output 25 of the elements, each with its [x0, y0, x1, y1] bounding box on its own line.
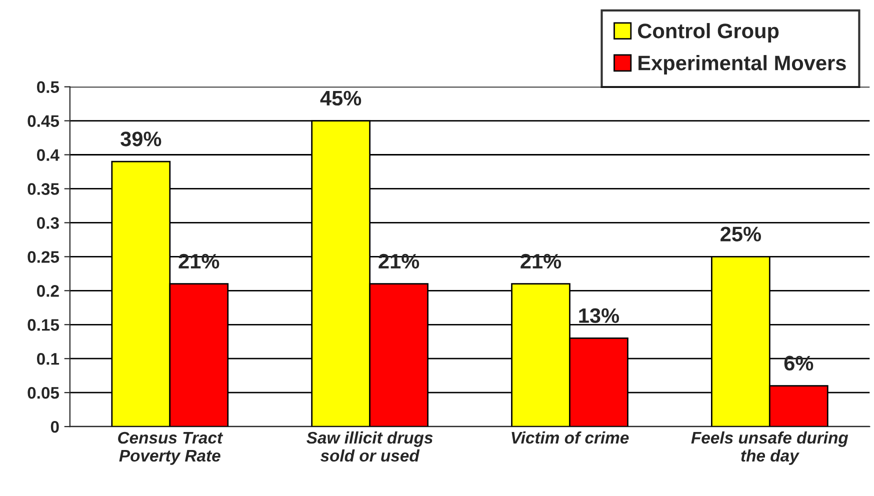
y-tick-label: 0.25 [28, 251, 60, 263]
y-tick-label: 0.35 [28, 183, 60, 195]
y-tick-label: 0.45 [28, 115, 60, 127]
y-tick-label: 0.05 [28, 386, 60, 399]
y-tick-label: 0.3 [36, 217, 59, 229]
data-label: 13% [579, 308, 620, 324]
data-label: 21% [378, 254, 420, 269]
y-tick-label: 0.1 [36, 353, 60, 365]
x-tick-label: Saw illicit drugs sold or used [306, 431, 433, 462]
data-label: 45% [320, 90, 362, 106]
data-label: 21% [178, 254, 220, 269]
legend-label: Control Group [638, 23, 779, 42]
y-tick-label: 0 [50, 420, 59, 433]
y-tick-label: 0.15 [28, 319, 60, 331]
y-tick-label: 0.2 [36, 285, 59, 297]
x-tick-label: Feels unsafe during the day [691, 431, 848, 465]
y-tick-label: 0.4 [36, 149, 60, 161]
x-tick-label: Census Tract Poverty Rate [118, 432, 224, 465]
data-label: 39% [120, 132, 162, 146]
data-label: 25% [720, 226, 761, 242]
data-label: 21% [520, 254, 562, 269]
x-tick-label: Victim of crime [512, 431, 629, 444]
legend-label: Experimental Movers [638, 55, 846, 74]
y-tick-label: 0.5 [36, 81, 60, 94]
data-label: 6% [784, 356, 814, 371]
